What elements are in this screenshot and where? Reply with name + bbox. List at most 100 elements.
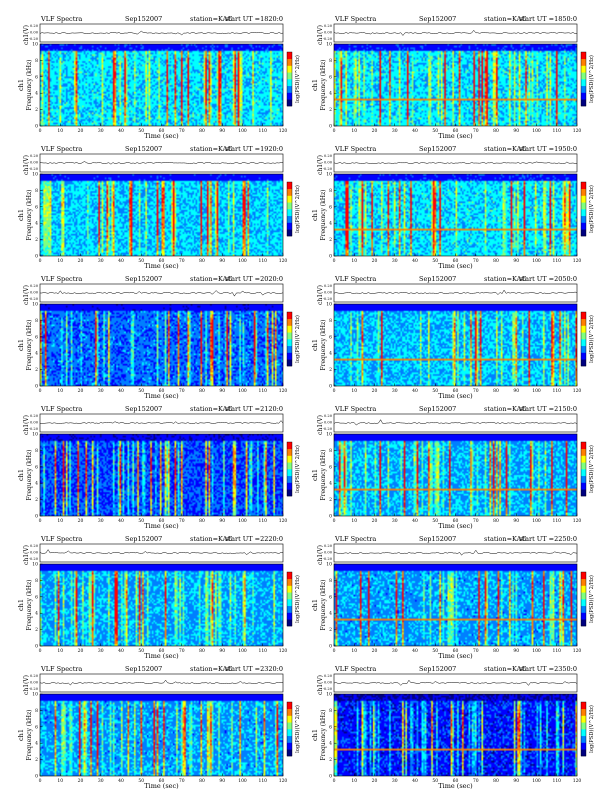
colorbar-segment [287, 605, 292, 613]
x-tick-label: 30 [98, 648, 104, 654]
waveform-trace [39, 549, 283, 555]
panel-date: Sep152007 [125, 15, 162, 23]
colorbar-segment [581, 448, 586, 456]
colorbar-segment [287, 72, 292, 80]
colorbar-segment [581, 92, 586, 100]
x-tick-label: 100 [532, 258, 541, 264]
x-tick-label: 90 [219, 778, 225, 784]
colorbar-frame [286, 51, 293, 107]
waveform-tick-label: -0.20 [29, 427, 39, 431]
x-tick-label: 30 [98, 388, 104, 394]
x-tick-label: 70 [179, 778, 185, 784]
y-tick-label: 8 [329, 318, 332, 324]
x-tick-label: 50 [432, 258, 438, 264]
y-axis-label: Frequency (kHz) [320, 319, 327, 370]
colorbar-segment [581, 455, 586, 463]
x-tick-label: 80 [199, 518, 205, 524]
waveform-axis-label: ch1(V) [23, 285, 30, 305]
x-tick-label: 60 [159, 518, 165, 524]
y-tick-label: 6 [329, 204, 332, 210]
panel-date: Sep152007 [125, 535, 162, 543]
x-tick-label: 50 [138, 518, 144, 524]
x-tick-label: 60 [453, 778, 459, 784]
waveform-tick-label: 0.20 [324, 284, 333, 288]
waveform-tick-label: -0.20 [323, 557, 333, 561]
colorbar-segment [287, 482, 292, 490]
y-axis-label: Frequency (kHz) [26, 449, 33, 500]
colorbar-segment [581, 442, 586, 450]
x-tick-label: 0 [39, 128, 42, 134]
x-tick-label: 40 [118, 128, 124, 134]
y-tick-label: 4 [329, 221, 332, 227]
x-tick-label: 90 [219, 648, 225, 654]
x-axis-label: Time (sec) [438, 392, 473, 400]
colorbar-frame [286, 311, 293, 367]
y-tick-label: 0 [35, 254, 38, 260]
x-tick-label: 70 [179, 128, 185, 134]
colorbar-label: log(PSD)(V^2/Hz) [588, 575, 595, 623]
waveform-tick-label: 0.20 [30, 674, 39, 678]
y-tick-label: 0 [35, 644, 38, 650]
x-tick-label: 0 [39, 258, 42, 264]
x-tick-label: 70 [473, 258, 479, 264]
y-tick-label: 4 [35, 481, 38, 487]
x-tick-label: 10 [351, 518, 357, 524]
panel-station: station=KAG [190, 665, 233, 673]
y-tick-label: 4 [329, 481, 332, 487]
colorbar-segment [287, 195, 292, 203]
panel-date: Sep152007 [125, 405, 162, 413]
y-tick-label: 6 [35, 724, 38, 730]
y-tick-label: 4 [329, 741, 332, 747]
panel-title: VLF Spectra [334, 145, 376, 153]
x-tick-label: 10 [57, 258, 63, 264]
x-tick-label: 100 [532, 778, 541, 784]
waveform-tick-label: 0.20 [324, 414, 333, 418]
x-tick-label: 80 [493, 388, 499, 394]
panel-date: Sep152007 [125, 665, 162, 673]
y-axis-label: Frequency (kHz) [320, 579, 327, 630]
panel-title: VLF Spectra [40, 145, 82, 153]
x-axis-label: Time (sec) [144, 782, 179, 790]
y-tick-label: 0 [329, 254, 332, 260]
x-tick-label: 100 [532, 648, 541, 654]
x-tick-label: 70 [179, 648, 185, 654]
x-tick-label: 0 [39, 518, 42, 524]
x-tick-label: 30 [98, 518, 104, 524]
x-tick-label: 0 [39, 648, 42, 654]
y-tick-label: 2 [35, 237, 38, 243]
x-tick-label: 90 [219, 518, 225, 524]
x-tick-label: 40 [412, 518, 418, 524]
x-tick-label: 110 [552, 388, 561, 394]
spectrogram-image [40, 304, 283, 386]
x-tick-label: 120 [573, 258, 582, 264]
panel-start-time: start UT =1920:0 [225, 145, 283, 153]
channel-label: ch1 [311, 339, 319, 351]
colorbar-segment [581, 578, 586, 586]
y-tick-label: 10 [32, 562, 38, 568]
y-axis-label: Frequency (kHz) [320, 709, 327, 760]
colorbar-segment [287, 749, 292, 757]
channel-label: ch1 [17, 209, 25, 221]
colorbar-frame [286, 441, 293, 497]
y-axis-label: Frequency (kHz) [320, 189, 327, 240]
colorbar-segment [287, 578, 292, 586]
y-tick-label: 10 [32, 302, 38, 308]
x-axis-label: Time (sec) [438, 132, 473, 140]
colorbar-label: log(PSD)(V^2/Hz) [294, 185, 301, 233]
x-tick-label: 80 [493, 778, 499, 784]
colorbar-segment [287, 442, 292, 450]
x-tick-label: 110 [552, 518, 561, 524]
channel-label: ch1 [17, 599, 25, 611]
panel-title: VLF Spectra [334, 405, 376, 413]
channel-label: ch1 [311, 599, 319, 611]
panel-start-time: start UT =2020:0 [225, 275, 283, 283]
colorbar-segment [581, 52, 586, 60]
x-axis-label: Time (sec) [438, 652, 473, 660]
y-tick-label: 10 [32, 432, 38, 438]
x-tick-label: 10 [57, 778, 63, 784]
panel-start-time: start UT =1820:0 [225, 15, 283, 23]
panel-title: VLF Spectra [334, 275, 376, 283]
x-tick-label: 60 [159, 128, 165, 134]
colorbar-segment [581, 619, 586, 627]
